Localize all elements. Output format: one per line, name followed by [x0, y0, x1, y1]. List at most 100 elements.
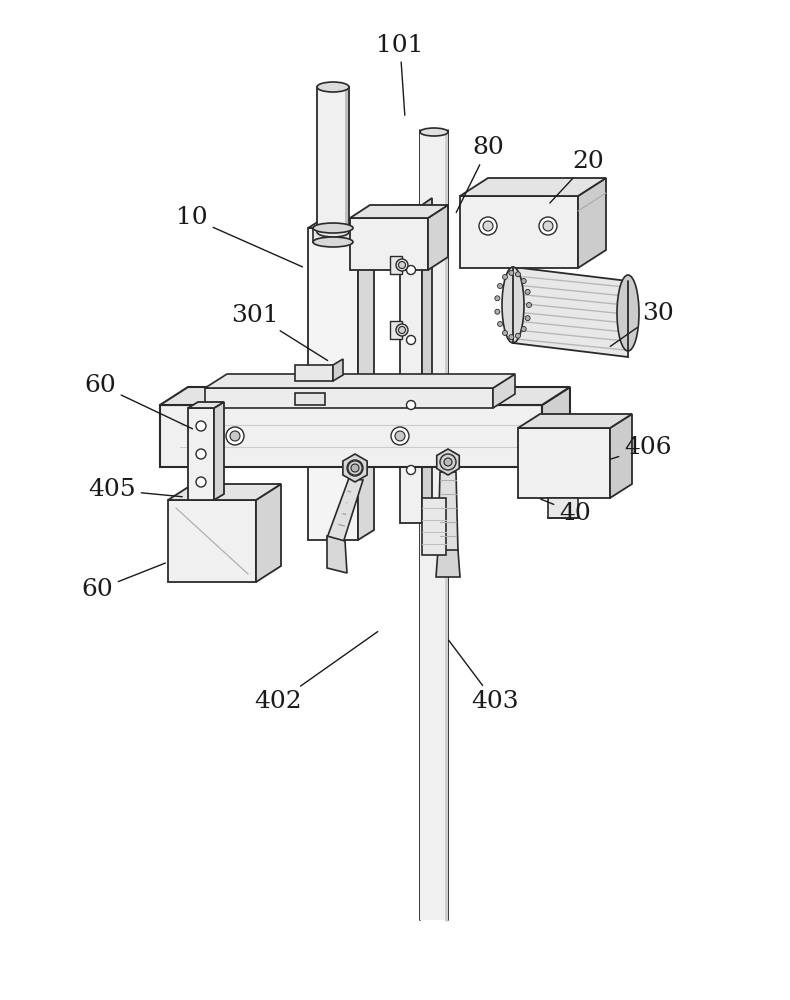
- Circle shape: [515, 333, 521, 338]
- Polygon shape: [513, 267, 628, 357]
- Ellipse shape: [420, 128, 448, 136]
- Polygon shape: [205, 374, 515, 388]
- Polygon shape: [295, 393, 325, 405]
- Polygon shape: [460, 178, 606, 196]
- Polygon shape: [327, 536, 347, 573]
- Polygon shape: [214, 402, 224, 500]
- Ellipse shape: [502, 267, 524, 343]
- Polygon shape: [168, 500, 256, 582]
- Text: 403: 403: [449, 640, 519, 714]
- Polygon shape: [460, 196, 578, 268]
- Text: 60: 60: [84, 373, 193, 429]
- Circle shape: [407, 265, 416, 274]
- Polygon shape: [610, 414, 632, 498]
- Text: 80: 80: [457, 136, 504, 213]
- Polygon shape: [518, 428, 610, 498]
- Circle shape: [196, 449, 206, 459]
- Polygon shape: [160, 405, 542, 467]
- Circle shape: [483, 221, 493, 231]
- Circle shape: [498, 284, 502, 289]
- Circle shape: [525, 316, 530, 321]
- Text: 40: 40: [540, 499, 591, 524]
- Polygon shape: [350, 218, 428, 270]
- Polygon shape: [542, 387, 570, 467]
- Polygon shape: [317, 87, 349, 232]
- Circle shape: [196, 477, 206, 487]
- Polygon shape: [578, 178, 606, 268]
- Polygon shape: [428, 205, 448, 270]
- Polygon shape: [308, 228, 358, 540]
- Ellipse shape: [396, 324, 408, 336]
- Ellipse shape: [313, 237, 353, 247]
- Circle shape: [230, 431, 240, 441]
- Circle shape: [226, 427, 244, 445]
- Circle shape: [502, 330, 507, 335]
- Circle shape: [502, 275, 507, 280]
- Polygon shape: [438, 472, 458, 552]
- Polygon shape: [436, 550, 460, 577]
- Circle shape: [351, 464, 359, 472]
- Ellipse shape: [437, 451, 459, 473]
- Text: 405: 405: [88, 479, 182, 502]
- Polygon shape: [420, 130, 448, 920]
- Polygon shape: [518, 414, 632, 428]
- Polygon shape: [188, 408, 214, 500]
- Circle shape: [526, 302, 532, 308]
- Circle shape: [495, 296, 500, 301]
- Circle shape: [479, 217, 497, 235]
- Bar: [313, 228, 353, 242]
- Circle shape: [391, 427, 409, 445]
- Circle shape: [509, 270, 514, 275]
- Polygon shape: [358, 218, 374, 540]
- Circle shape: [407, 336, 416, 344]
- Text: 301: 301: [231, 304, 328, 361]
- Text: 406: 406: [611, 436, 672, 459]
- Polygon shape: [350, 205, 448, 218]
- Ellipse shape: [396, 259, 408, 271]
- Ellipse shape: [398, 326, 405, 334]
- Circle shape: [521, 278, 526, 283]
- Text: 10: 10: [176, 207, 303, 267]
- Polygon shape: [548, 498, 578, 518]
- Ellipse shape: [344, 457, 366, 479]
- Circle shape: [495, 309, 500, 314]
- Circle shape: [196, 421, 206, 431]
- Circle shape: [509, 335, 514, 340]
- Polygon shape: [205, 388, 493, 408]
- Ellipse shape: [313, 223, 353, 233]
- Text: 101: 101: [376, 33, 423, 115]
- Polygon shape: [390, 256, 402, 274]
- Circle shape: [347, 460, 363, 476]
- Ellipse shape: [398, 261, 405, 268]
- Polygon shape: [333, 359, 343, 381]
- Polygon shape: [168, 484, 281, 500]
- Polygon shape: [493, 374, 515, 408]
- Polygon shape: [160, 387, 570, 405]
- Circle shape: [395, 431, 405, 441]
- Text: 20: 20: [550, 150, 604, 203]
- Polygon shape: [422, 498, 446, 555]
- Circle shape: [407, 400, 416, 410]
- Circle shape: [407, 466, 416, 475]
- Circle shape: [444, 458, 452, 466]
- Circle shape: [539, 217, 557, 235]
- Circle shape: [515, 272, 521, 277]
- Polygon shape: [422, 198, 432, 523]
- Text: 60: 60: [81, 563, 165, 601]
- Circle shape: [525, 289, 530, 294]
- Ellipse shape: [617, 275, 639, 351]
- Polygon shape: [308, 218, 374, 228]
- Circle shape: [498, 321, 502, 326]
- Circle shape: [521, 327, 526, 332]
- Ellipse shape: [317, 227, 349, 237]
- Polygon shape: [188, 402, 224, 408]
- Polygon shape: [295, 365, 333, 381]
- Polygon shape: [390, 321, 402, 339]
- Circle shape: [440, 454, 456, 470]
- Circle shape: [543, 221, 553, 231]
- Polygon shape: [343, 454, 367, 482]
- Text: 30: 30: [610, 302, 674, 346]
- Text: 402: 402: [254, 632, 378, 714]
- Ellipse shape: [317, 82, 349, 92]
- Polygon shape: [437, 449, 459, 475]
